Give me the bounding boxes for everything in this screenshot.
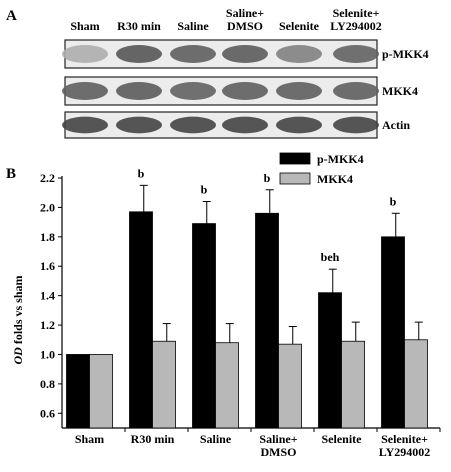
bar xyxy=(215,342,239,429)
bar xyxy=(192,223,216,429)
blot-band xyxy=(62,82,108,100)
significance-label: b xyxy=(201,183,208,197)
blot-band xyxy=(276,45,322,63)
bar xyxy=(66,354,90,429)
legend-swatch xyxy=(279,152,311,165)
chart-legend: p-MKK4 MKK4 xyxy=(279,152,364,186)
bar xyxy=(278,343,302,429)
blot-band xyxy=(116,45,162,63)
x-tick-label: R30 min xyxy=(131,432,175,446)
blot-band xyxy=(62,116,108,134)
y-tick-label: 1.2 xyxy=(40,318,55,332)
y-tick-label: 1.6 xyxy=(40,259,55,273)
y-tick-label: 1.0 xyxy=(40,347,55,361)
chart-bars: b b b beh b xyxy=(66,166,428,429)
blot-band xyxy=(222,116,268,134)
significance-label: b xyxy=(138,166,145,180)
blot-band xyxy=(276,82,322,100)
legend-label: MKK4 xyxy=(317,172,353,186)
bar xyxy=(129,211,153,429)
chart-axes: 0.6 0.8 1.0 1.2 1.4 1.6 1.8 2.0 2.2 xyxy=(40,171,441,432)
legend-label: p-MKK4 xyxy=(317,152,364,166)
significance-label: beh xyxy=(321,250,340,264)
y-tick-label: 2.2 xyxy=(40,171,55,185)
blot-band xyxy=(222,82,268,100)
x-tick-label: Saline xyxy=(200,432,232,446)
lane-label: Saline xyxy=(177,19,209,33)
bar xyxy=(89,354,113,429)
blot-band xyxy=(62,45,108,63)
panel-a-letter: A xyxy=(6,8,17,24)
blot-band xyxy=(170,82,216,100)
blot-band xyxy=(222,45,268,63)
lane-label: R30 min xyxy=(117,19,161,33)
blot-band xyxy=(276,116,322,134)
lane-label: Sham xyxy=(70,19,99,33)
lane-label: Saline+ DMSO xyxy=(226,6,264,33)
x-tick-label: Saline+ DMSO xyxy=(259,432,297,459)
blot-band xyxy=(116,116,162,134)
x-tick-label: Selenite+ LY294002 xyxy=(379,432,431,459)
blot-label: MKK4 xyxy=(382,84,418,98)
panel-b-letter: B xyxy=(6,166,16,182)
x-tick-label: Selenite xyxy=(322,432,363,446)
blot-band xyxy=(333,82,379,100)
bar xyxy=(255,212,279,429)
significance-label: b xyxy=(264,171,271,185)
lane-labels: Sham R30 min Saline Saline+ DMSO Selenite Sele… xyxy=(70,6,381,33)
blot-band xyxy=(333,116,379,134)
y-tick-label: 0.6 xyxy=(40,406,55,420)
blot-strip xyxy=(64,76,378,106)
blot-band xyxy=(170,116,216,134)
lane-label: Selenite+ LY294002 xyxy=(330,6,382,33)
blot-label: Actin xyxy=(382,118,410,132)
bar xyxy=(341,340,365,429)
y-tick-label: 2.0 xyxy=(40,200,55,214)
significance-label: b xyxy=(390,194,397,208)
y-tick-label: 0.8 xyxy=(40,377,55,391)
blot-band xyxy=(170,45,216,63)
blot-strip xyxy=(64,111,378,139)
bar xyxy=(152,340,176,429)
legend-swatch xyxy=(279,172,311,185)
blot-strip xyxy=(64,39,378,69)
x-tick-labels: Sham R30 min Saline Saline+ DMSO Selenite Sele… xyxy=(75,432,430,459)
blot-label: p-MKK4 xyxy=(382,47,429,61)
blot-strips: p-MKK4 MKK4 Actin xyxy=(62,39,429,139)
y-axis-label: OD folds vs sham xyxy=(11,275,25,364)
x-tick-label: Sham xyxy=(75,432,104,446)
blot-band xyxy=(333,45,379,63)
y-tick-label: 1.8 xyxy=(40,230,55,244)
bar xyxy=(381,236,405,429)
lane-label: Selenite xyxy=(279,19,320,33)
blot-band xyxy=(116,82,162,100)
y-tick-label: 1.4 xyxy=(40,289,55,303)
bar xyxy=(318,292,342,429)
bar xyxy=(404,339,428,429)
